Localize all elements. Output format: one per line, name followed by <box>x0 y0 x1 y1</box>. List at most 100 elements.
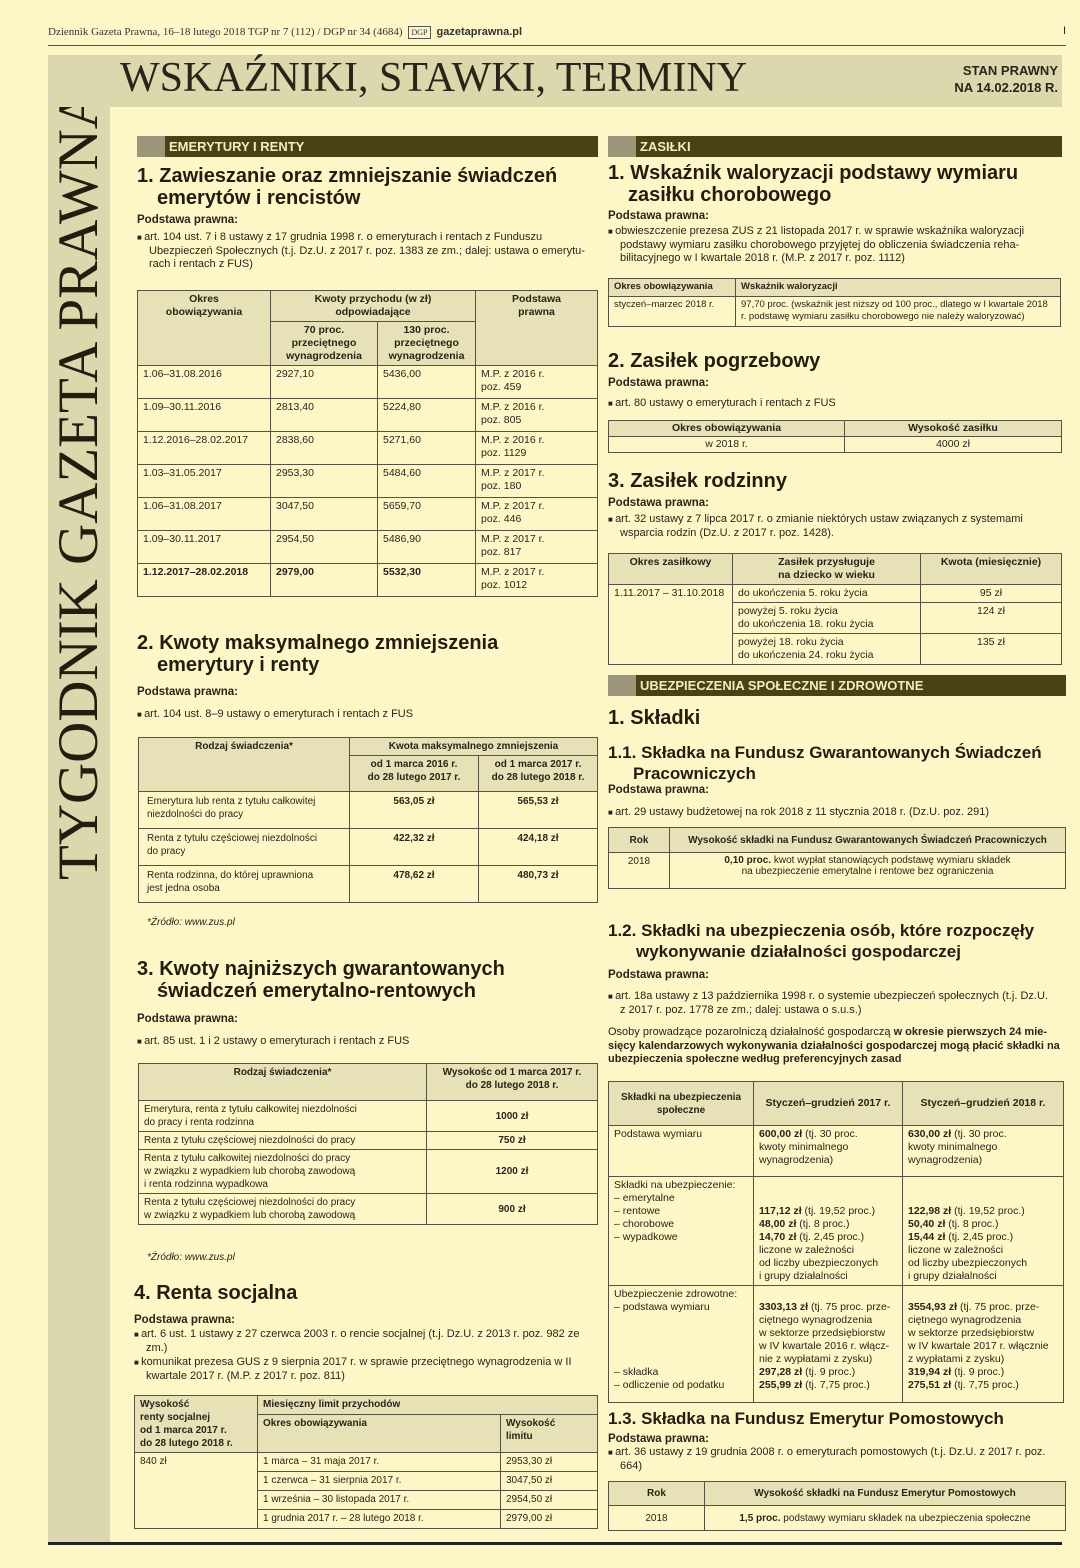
page-title: WSKAŹNIKI, STAWKI, TERMINY <box>120 55 748 101</box>
table-cell: Renta z tytułu częściowej niezdolności d… <box>138 1131 427 1150</box>
table-cell: 2813,40 <box>270 398 378 432</box>
table-cell: 5436,00 <box>377 365 476 399</box>
table-cell: Renta z tytułu częściowej niezdolności d… <box>138 1193 427 1225</box>
text: 3554,93 zł <box>908 1301 958 1313</box>
table-cell: 750 zł <box>426 1131 598 1150</box>
text: 14,70 zł <box>759 1231 797 1243</box>
subsection-title: 1.1. Składka na Fundusz Gwarantowanych Ś… <box>608 743 1042 783</box>
text: 275,51 zł <box>908 1379 952 1391</box>
table-row: Renta rodzinna, do której uprawniona jes… <box>138 865 598 903</box>
section-title: 2. Zasiłek pogrzebowy <box>608 350 821 372</box>
text: Zasiłek przysługuje na dziecko w wieku <box>732 553 921 585</box>
table-row: Emerytura, renta z tytułu całkowitej nie… <box>138 1100 598 1132</box>
source-note: *Źródło: www.zus.pl <box>147 917 235 928</box>
table-cell: powyżej 18. roku życia do ukończenia 24.… <box>732 633 921 665</box>
dgp-logo: DGP <box>408 26 431 39</box>
site-link[interactable]: gazetaprawna.pl <box>436 26 523 39</box>
table-cell: M.P. z 2016 r. poz. 805 <box>475 398 598 432</box>
text: od 1 marca 2016 r. do 28 lutego 2017 r. <box>349 755 479 792</box>
table-cell: 1.09–30.11.2016 <box>137 398 271 432</box>
table-cell: 565,53 zł <box>478 791 598 829</box>
text: 2018 <box>608 852 670 889</box>
table-cell: 1 grudnia 2017 r. – 28 lutego 2018 r. <box>257 1509 501 1529</box>
table-cell: 2953,30 <box>270 464 378 498</box>
section-title: 3. Kwoty najniższych gwarantowanych świa… <box>137 958 505 1002</box>
table-cell: 1.12.2016–28.02.2017 <box>137 431 271 465</box>
text: 1,5 proc. <box>739 1512 781 1524</box>
legal-basis-item: art. 104 ust. 7 i 8 ustawy z 17 grudnia … <box>137 231 592 272</box>
legal-basis-item: art. 36 ustawy z 19 grudnia 2008 r. o em… <box>608 1446 1066 1473</box>
text: w okresie pierwszych 24 mie-sięcy kalend… <box>608 1026 1060 1065</box>
text: Składki na ubezpieczenie: – emerytalne –… <box>608 1176 754 1286</box>
table-cell: 95 zł <box>920 584 1062 603</box>
legal-basis-item: art. 6 ust. 1 ustawy z 27 czerwca 2003 r… <box>134 1328 594 1355</box>
text: Okres obowiązywania <box>137 290 271 366</box>
text: (tj. 2,45 proc.) <box>796 1231 865 1243</box>
text: (tj. 9 proc.) <box>802 1366 856 1378</box>
table-cell: 2927,10 <box>270 365 378 399</box>
text: 50,40 zł <box>908 1218 946 1230</box>
table-row: Renta z tytułu częściowej niezdolności d… <box>138 1131 598 1150</box>
family-allowance-table: Okres zasiłkowy Zasiłek przysługuje na dz… <box>608 553 1062 665</box>
text: Styczeń–grudzień 2017 r. <box>753 1081 903 1126</box>
table-cell: 1 marca – 31 maja 2017 r. <box>257 1452 501 1472</box>
table-cell: 1200 zł <box>426 1149 598 1194</box>
table-row: Emerytura lub renta z tytułu całkowitej … <box>138 791 598 829</box>
banner <box>48 55 1062 107</box>
masthead-line: Dziennik Gazeta Prawna, 16–18 lutego 201… <box>48 26 522 39</box>
text: 0,10 proc. <box>724 855 772 866</box>
table-cell: M.P. z 2017 r. poz. 817 <box>475 530 598 564</box>
legal-basis-item: art. 32 ustawy z 7 lipca 2017 r. o zmian… <box>608 513 1066 540</box>
fep-contribution-table: Rok Wysokość składki na Fundusz Emerytur … <box>608 1481 1066 1531</box>
social-pension-table: Wysokość renty socjalnej od 1 marca 2017… <box>134 1395 598 1529</box>
text: Rodzaj świadczenia* <box>138 1063 427 1101</box>
fgsp-contribution-table: Rok Wysokość składki na Fundusz Gwarantow… <box>608 827 1066 889</box>
text: 70 proc. przeciętnego wynagrodzenia <box>270 321 378 366</box>
table-cell: Emerytura lub renta z tytułu całkowitej … <box>138 791 350 829</box>
legal-basis-label: Podstawa prawna: <box>608 497 709 509</box>
text: Rodzaj świadczenia* <box>138 737 350 792</box>
legal-basis-label: Podstawa prawna: <box>608 784 709 796</box>
section-bar: UBEZPIECZENIA SPOŁECZNE I ZDROWOTNE <box>608 675 1066 696</box>
text: (tj. 8 proc.) <box>796 1218 850 1230</box>
legal-basis-item: obwieszczenie prezesa ZUS z 21 listopada… <box>608 225 1064 266</box>
text: Kwota (miesięcznie) <box>920 553 1062 585</box>
text: (tj. 19,52 proc.) <box>801 1205 876 1217</box>
text: Podstawa wymiaru <box>608 1125 754 1177</box>
table-row: 1 czerwca – 31 sierpnia 2017 r. 3047,50 z… <box>135 1471 598 1491</box>
section-title: 2. Kwoty maksymalnego zmniejszenia emery… <box>137 632 499 676</box>
section-title: 1. Zawieszanie oraz zmniejszanie świadcz… <box>137 165 558 209</box>
table-row: 1.12.2016–28.02.2017 2838,60 5271,60 M.P. z… <box>137 431 598 465</box>
text: (tj. 9 proc.) <box>951 1366 1005 1378</box>
text: (tj. 7,75 proc.) <box>951 1379 1019 1391</box>
table-cell: 135 zł <box>920 633 1062 665</box>
legal-status: STAN PRAWNY NA 14.02.2018 R. <box>954 63 1058 95</box>
preferential-contributions-table: Składki na ubezpieczenia społeczne Stycze… <box>608 1081 1064 1403</box>
table-cell: 1000 zł <box>426 1100 598 1132</box>
text: Dziennik Gazeta Prawna, 16–18 lutego 201… <box>48 26 403 39</box>
table-cell: 5271,60 <box>377 431 476 465</box>
text: 130 proc. przeciętnego wynagrodzenia <box>377 321 476 366</box>
table-row: 1.06–31.08.2017 3047,50 5659,70 M.P. z 2017… <box>137 497 598 531</box>
table-row: 1.03–31.05.2017 2953,30 5484,60 M.P. z 2017… <box>137 464 598 498</box>
text: Rok <box>608 1481 705 1506</box>
text: Kwota maksymalnego zmniejszenia <box>349 737 598 756</box>
table-row: powyżej 18. roku życia do ukończenia 24.… <box>609 633 1062 665</box>
table-cell: 3047,50 zł <box>500 1471 598 1491</box>
table-cell: powyżej 5. roku życia do ukończenia 18. … <box>732 602 921 634</box>
intro-paragraph: Osoby prowadzące pozarolniczą działalnoś… <box>608 1026 1064 1067</box>
table-cell: 2979,00 <box>270 563 378 597</box>
table-row: powyżej 5. roku życia do ukończenia 18. … <box>609 602 1062 634</box>
text: (tj. 2,45 proc.) <box>945 1231 1014 1243</box>
text: od 1 marca 2017 r. do 28 lutego 2018 r. <box>478 755 598 792</box>
income-limits-table: Okres obowiązywania Kwoty przychodu (w zł… <box>137 290 598 597</box>
table-cell: 1.11.2017 – 31.10.2018 <box>608 584 733 665</box>
text: podstawy wymiaru składek na ubezpieczeni… <box>780 1512 1031 1524</box>
text: 297,28 zł <box>759 1366 803 1378</box>
table-cell: 1.06–31.08.2016 <box>137 365 271 399</box>
legal-basis-item: art. 85 ust. 1 i 2 ustawy o emeryturach … <box>137 1035 592 1049</box>
bottom-rule <box>48 1542 1062 1545</box>
legal-basis-item: art. 80 ustawy o emeryturach i rentach z… <box>608 397 836 411</box>
text: Okres obowiązywania <box>257 1414 501 1453</box>
text: 2018 <box>608 1505 705 1531</box>
